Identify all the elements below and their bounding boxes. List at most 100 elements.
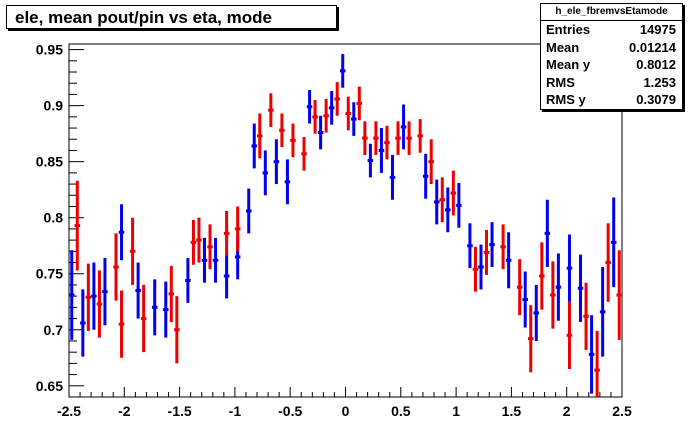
stats-label: Entries [546,22,591,37]
data-point [190,219,197,265]
data-point [583,282,589,350]
data-point [163,281,169,338]
data-point [290,123,296,158]
data-point [433,179,440,225]
data-point [550,261,556,329]
data-point [566,234,573,302]
data-point [96,270,103,338]
x-tick-label: -1.5 [168,403,192,419]
data-point [140,284,147,353]
data-point [566,301,573,369]
stats-label: RMS [546,74,575,90]
data-point [168,265,175,322]
data-point [362,121,368,155]
data-point [91,262,97,330]
data-point [113,233,119,301]
data-point [80,289,86,357]
x-tick-label: 2 [563,403,571,419]
data-point [483,230,490,275]
x-tick-label: -0.5 [278,403,302,419]
data-point [456,182,462,228]
stats-value: 14975 [639,22,676,37]
data-point [445,187,451,233]
data-point [312,100,318,134]
data-point [69,250,75,340]
y-tick-label: 0.8 [44,210,64,226]
data-point [334,82,340,116]
stats-histogram-name: h_ele_fbremvsEtamode [541,4,682,21]
data-point [351,102,357,136]
data-point [599,267,606,357]
data-point [74,180,81,271]
data-point [223,210,230,256]
data-point [356,86,363,121]
data-point [251,123,258,169]
x-tick-label: 2.5 [612,403,632,419]
stats-value: 1.253 [643,74,676,90]
y-tick-label: 0.75 [36,266,63,282]
y-tick-label: 0.7 [44,322,64,338]
data-point [594,330,600,397]
data-point [201,237,208,283]
data-point [268,93,274,127]
data-point [539,242,545,310]
y-tick-label: 0.65 [36,378,63,394]
data-point [207,224,213,270]
data-point [234,206,241,252]
data-point [85,263,92,331]
data-point [516,259,523,316]
data-point [533,284,540,341]
x-tick-label: 0 [342,403,350,419]
stats-label: Mean y [546,57,591,72]
data-point [428,139,434,185]
data-point [328,91,335,125]
data-point [174,296,180,364]
data-point [262,150,269,196]
data-point [185,258,191,303]
stats-row: Entries 14975 [541,21,682,39]
data-point [151,279,158,336]
data-point [378,128,385,173]
data-point [389,154,396,200]
data-point [610,197,617,288]
data-point [223,253,230,299]
data-point [400,104,407,150]
data-point [135,262,141,319]
data-point [212,237,219,283]
data-point [395,121,401,155]
data-point [450,170,457,216]
data-point [555,253,562,321]
x-tick-label: 1 [452,403,460,419]
data-point [522,271,528,328]
data-point [301,137,307,171]
data-point [118,290,125,358]
data-point [577,254,584,322]
data-point [472,246,479,292]
data-point [196,217,202,263]
stats-row: Mean 0.01214 [541,39,682,57]
x-tick-label: -1 [229,403,242,419]
x-tick-label: 1.5 [502,403,522,419]
data-point [273,139,280,185]
data-point [245,188,252,234]
data-point [102,258,108,326]
chart-title: ele, mean pout/pin vs eta, mode [6,5,337,29]
data-point [306,89,313,124]
data-point [505,232,512,289]
data-point [384,125,390,160]
stats-box: h_ele_fbremvsEtamode Entries 14975 Mean … [540,3,683,110]
data-point [605,223,611,302]
data-point [367,143,374,178]
data-point [616,250,622,340]
stats-value: 0.3079 [636,92,676,107]
data-point [544,199,551,268]
y-tick-label: 0.85 [36,154,63,170]
data-point [467,223,473,269]
data-point [323,98,329,133]
data-point [417,119,423,153]
stats-row: RMS y 0.3079 [541,91,682,109]
data-point [588,315,595,394]
stats-label: RMS y [546,92,586,107]
data-point [339,54,346,88]
